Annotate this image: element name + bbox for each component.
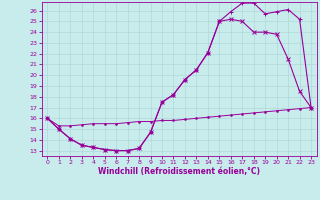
X-axis label: Windchill (Refroidissement éolien,°C): Windchill (Refroidissement éolien,°C) [98,167,260,176]
